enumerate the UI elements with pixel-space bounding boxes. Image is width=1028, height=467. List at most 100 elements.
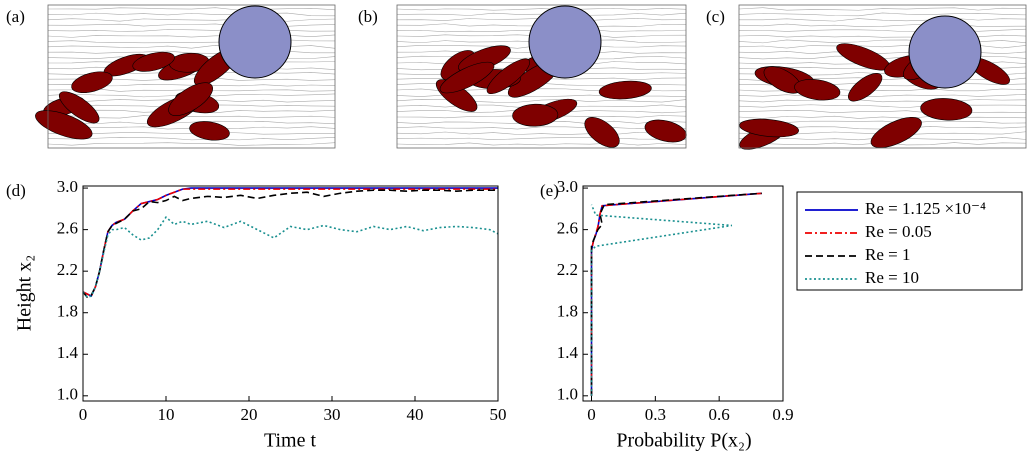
series-line [82, 189, 498, 299]
y-tick-label: 2.6 [57, 219, 78, 238]
streamline [738, 28, 1027, 33]
y-tick-label: 1.4 [57, 343, 79, 362]
streamline [47, 23, 336, 27]
particle [71, 71, 113, 93]
legend-label: Re = 1 [865, 245, 910, 264]
x-tick-label: 40 [407, 405, 424, 424]
streamline [47, 45, 336, 49]
streamline [47, 34, 336, 38]
frame [47, 4, 336, 149]
particle [132, 51, 175, 72]
particle [189, 121, 230, 141]
y-tick-label: 3.0 [57, 177, 78, 196]
streamline [738, 109, 1027, 114]
panel-label: (a) [6, 7, 25, 26]
legend-label: Re = 0.05 [865, 222, 932, 241]
streamline [47, 12, 336, 17]
panel-label: (b) [358, 7, 378, 26]
streamline [738, 34, 1027, 38]
particle [598, 80, 652, 100]
particle [486, 58, 530, 95]
obstacle [908, 15, 982, 89]
streamline [396, 99, 687, 103]
streamline [47, 120, 336, 125]
x-axis-label: Probability P(x₂) [616, 430, 751, 452]
legend-label: Re = 1.125 ×10⁻⁴ [865, 199, 986, 218]
streamline [738, 104, 1027, 108]
series-line [82, 215, 499, 299]
particle [58, 91, 100, 124]
streamline [47, 39, 336, 44]
particle [512, 103, 559, 127]
obstacle [218, 5, 292, 79]
legend-label: Re = 10 [865, 268, 919, 287]
y-axis-label: Height x₂ [14, 255, 36, 331]
streamline [738, 7, 1027, 11]
streamline [47, 7, 336, 11]
streamline [738, 51, 1027, 54]
particle [739, 118, 799, 138]
x-tick-label: 10 [158, 405, 175, 424]
streamline [47, 142, 336, 146]
streamline [738, 115, 1027, 119]
streamline [738, 45, 1027, 49]
panel-label: (d) [6, 181, 26, 200]
y-tick-label: 1.8 [557, 302, 578, 321]
panel-label: (e) [540, 181, 559, 200]
streamline [396, 7, 687, 11]
streamline [738, 18, 1027, 22]
streamline [738, 39, 1027, 44]
particle [439, 61, 495, 94]
particle [644, 119, 687, 143]
streamline [738, 12, 1027, 17]
plot-frame [82, 185, 499, 402]
x-tick-label: 20 [241, 405, 258, 424]
streamline [47, 28, 336, 32]
particle [794, 79, 841, 101]
x-axis-label: Time t [264, 430, 317, 452]
streamline [738, 99, 1027, 103]
streamline [738, 23, 1027, 27]
x-tick-label: 0.3 [645, 405, 666, 424]
y-tick-label: 2.2 [57, 260, 78, 279]
snapshots [35, 4, 1027, 150]
streamline [47, 137, 336, 141]
x-tick-label: 0.6 [709, 405, 730, 424]
particle [584, 117, 620, 148]
frame [738, 4, 1027, 149]
particle [836, 43, 891, 71]
x-tick-label: 0.9 [772, 405, 793, 424]
legend-box [796, 191, 1023, 291]
streamline [396, 131, 687, 135]
series-line [590, 204, 733, 396]
y-tick-label: 1.4 [557, 343, 579, 362]
streamline [396, 126, 687, 130]
plot-frame [582, 185, 784, 402]
x-tick-label: 0 [79, 405, 88, 424]
series-line [590, 192, 762, 396]
y-tick-label: 2.6 [557, 219, 578, 238]
obstacle [528, 5, 602, 79]
series-line [590, 192, 762, 396]
particle [848, 73, 883, 102]
panel-label: (c) [706, 7, 725, 26]
streamline [47, 131, 335, 135]
particle [870, 117, 922, 148]
series-line [590, 192, 762, 396]
x-tick-label: 30 [324, 405, 341, 424]
streamline [738, 94, 1027, 98]
particle [920, 98, 973, 121]
y-tick-label: 2.2 [557, 260, 578, 279]
streamline [396, 137, 687, 140]
x-tick-label: 0 [587, 405, 596, 424]
y-tick-label: 1.0 [557, 385, 578, 404]
streamline [396, 142, 687, 146]
streamline [738, 120, 1027, 124]
x-tick-label: 50 [490, 405, 507, 424]
particle [168, 82, 213, 116]
particle [35, 110, 93, 140]
frame [396, 4, 687, 149]
y-tick-label: 1.8 [57, 302, 78, 321]
